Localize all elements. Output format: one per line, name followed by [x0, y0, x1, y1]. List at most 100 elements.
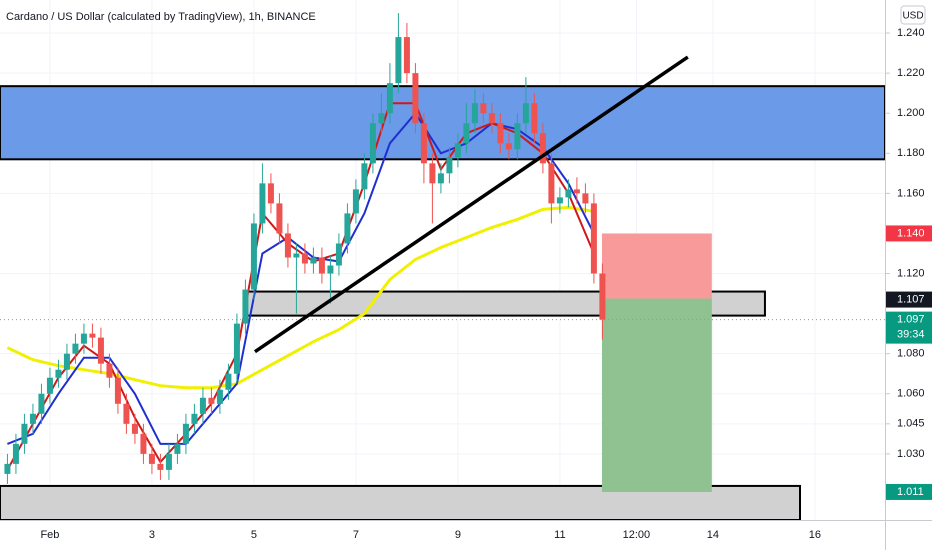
x-tick-label: 5 — [251, 529, 257, 541]
x-tick-label: 3 — [149, 529, 155, 541]
currency-box[interactable] — [900, 5, 926, 25]
candle-body — [590, 203, 597, 274]
y-tick-label: 1.080 — [897, 348, 925, 360]
candle-body — [454, 143, 461, 158]
candle-body — [352, 189, 359, 214]
candle-body — [174, 443, 181, 454]
candle-body — [250, 223, 257, 290]
y-tick-label: 1.160 — [897, 187, 925, 199]
candle-body — [412, 73, 419, 124]
price-badge-label: 1.107 — [897, 293, 925, 305]
candle-body — [463, 123, 470, 144]
y-tick-label: 1.220 — [897, 67, 925, 79]
candle-body — [395, 37, 402, 84]
candle-body — [216, 389, 223, 404]
x-tick-label: 12:00 — [623, 529, 651, 541]
y-tick-label: 1.120 — [897, 267, 925, 279]
candle-body — [497, 123, 504, 144]
trendline — [253, 55, 689, 354]
price-badge — [886, 291, 932, 308]
candle-body — [267, 183, 274, 204]
currency: USD — [902, 11, 923, 22]
zone — [0, 85, 885, 161]
candle-body — [140, 433, 147, 454]
candle-body — [29, 413, 36, 424]
y-tick-label: 1.060 — [897, 388, 925, 400]
moving-average — [7, 111, 595, 445]
y-tick-label: 1.180 — [897, 147, 925, 159]
candle-body — [378, 113, 385, 124]
price-badge — [886, 311, 932, 344]
candle-body — [284, 233, 291, 258]
y-tick-label: 1.200 — [897, 107, 925, 119]
candle-body — [471, 103, 478, 124]
candle-body — [335, 243, 342, 266]
candle-body — [369, 123, 376, 164]
candle-body — [157, 463, 164, 470]
candle-body — [488, 113, 495, 124]
candle-body — [97, 337, 104, 364]
candle-body — [12, 443, 19, 464]
price-badge-label: 1.097 — [897, 314, 925, 326]
candle-body — [548, 163, 555, 204]
x-tick-label: Feb — [40, 529, 59, 541]
candle-body — [437, 173, 444, 184]
candle-body — [514, 123, 521, 150]
target-area — [601, 298, 712, 492]
candle-body — [403, 37, 410, 74]
y-tick-label: 1.240 — [897, 27, 925, 39]
candle-body — [446, 157, 453, 174]
candle-body — [539, 133, 546, 164]
candle-body — [89, 333, 96, 338]
candle-body — [131, 423, 138, 434]
moving-average — [6, 205, 595, 390]
candle-body — [361, 163, 368, 190]
candle-body — [233, 323, 240, 374]
stop-area — [601, 233, 712, 299]
plot-area — [0, 0, 885, 520]
candle-body — [344, 213, 351, 244]
candle-body — [148, 453, 155, 464]
candle-body — [208, 397, 215, 404]
candle-body — [199, 397, 206, 414]
x-tick-label: 14 — [707, 529, 719, 541]
x-tick-label: 16 — [809, 529, 821, 541]
candle-body — [38, 393, 45, 414]
candle-body — [21, 423, 28, 444]
candle-body — [80, 333, 87, 344]
candle-body — [327, 265, 334, 274]
candle-body — [55, 369, 62, 378]
candle-body — [225, 373, 232, 390]
candle-body — [182, 423, 189, 444]
price-badge — [886, 483, 932, 500]
price-badge-label: 1.140 — [897, 227, 925, 239]
candle-body — [582, 193, 589, 204]
candle-body — [106, 363, 113, 378]
price-badge — [886, 225, 932, 242]
candle-body — [429, 163, 436, 184]
candle-body — [386, 83, 393, 114]
candle-body — [522, 103, 529, 124]
candle-body — [123, 403, 130, 424]
x-tick-label: 9 — [455, 529, 461, 541]
candle-body — [565, 189, 572, 198]
chart-title: Cardano / US Dollar (calculated by Tradi… — [6, 11, 316, 23]
candle-body — [46, 377, 53, 394]
candle-body — [4, 463, 11, 474]
candle-body — [420, 123, 427, 164]
candle-body — [599, 273, 606, 320]
candle-body — [505, 143, 512, 150]
candle-body — [293, 253, 300, 258]
candle-body — [242, 289, 249, 324]
candle-body — [301, 253, 308, 264]
countdown: 39:34 — [897, 329, 925, 341]
candle-body — [310, 257, 317, 264]
price-badge-label: 1.011 — [897, 486, 924, 498]
candle-body — [276, 203, 283, 234]
candle-body — [556, 197, 563, 204]
x-tick-label: 7 — [353, 529, 359, 541]
moving-average — [6, 102, 595, 471]
candle-body — [114, 377, 121, 404]
